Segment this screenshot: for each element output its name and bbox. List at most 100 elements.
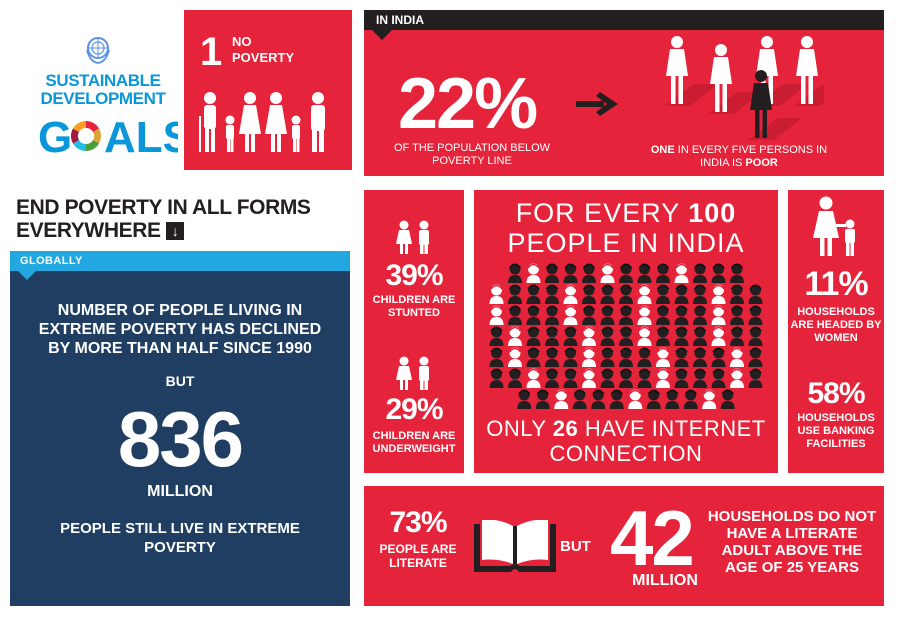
person-icon <box>563 326 578 346</box>
person-icon <box>508 263 522 283</box>
literacy-label: PEOPLE ARE LITERATE <box>379 542 457 570</box>
internet-foot-a: ONLY <box>486 416 553 441</box>
connected-person-icon <box>637 305 652 325</box>
person-icon <box>674 305 689 325</box>
connected-person-icon <box>674 263 689 283</box>
person-icon <box>489 347 504 367</box>
person-icon <box>619 326 633 346</box>
globally-tab: GLOBALLY <box>10 251 350 271</box>
connected-person-icon <box>554 389 569 409</box>
person-icon <box>619 368 633 388</box>
person-icon <box>730 305 744 325</box>
connected-person-icon <box>637 284 652 304</box>
un-emblem-icon <box>86 37 110 64</box>
person-icon <box>794 36 824 106</box>
connected-person-icon <box>526 263 541 283</box>
every-100-head-b: PEOPLE IN INDIA <box>507 228 745 258</box>
person-icon <box>572 389 587 409</box>
person-icon <box>665 389 680 409</box>
connected-person-icon <box>730 347 744 367</box>
women-label: HOUSEHOLDS ARE HEADED BY WOMEN <box>790 306 882 344</box>
connected-person-icon <box>526 368 541 388</box>
person-icon <box>646 389 661 409</box>
person-icon <box>693 347 707 367</box>
person-icon <box>656 284 670 304</box>
person-icon <box>693 263 707 283</box>
extreme-poverty-text: PEOPLE STILL LIVE IN EXTREME POVERTY <box>60 520 300 556</box>
stunted-label: CHILDREN ARE STUNTED <box>372 294 456 319</box>
india-poverty-panel: IN INDIA 22% OF THE POPULATION BELOW POV… <box>364 10 884 176</box>
banking-percent: 58% <box>807 377 865 410</box>
person-icon <box>535 389 550 409</box>
sdg-logo: SUSTAINABLE DEVELOPMENT G ALS <box>28 34 178 164</box>
women-percent: 11% <box>804 265 868 303</box>
person-icon <box>600 368 615 388</box>
every-100-head-num: 100 <box>688 198 737 228</box>
one-in-five-text: IN EVERY FIVE PERSONS IN INDIA IS <box>674 144 828 169</box>
connected-person-icon <box>508 326 522 346</box>
person-icon <box>683 389 698 409</box>
connected-person-icon <box>730 368 744 388</box>
person-icon <box>619 305 633 325</box>
literacy-text: HOUSEHOLDS DO NOT HAVE A LITERATE ADULT … <box>707 508 877 576</box>
section-bar: IN INDIA <box>364 10 884 30</box>
literacy-panel: 73% PEOPLE ARE LITERATE BUT 42 MILLION H… <box>364 486 884 606</box>
person-icon <box>720 389 735 409</box>
one-word: ONE <box>650 144 675 156</box>
literacy-but: BUT <box>560 538 591 555</box>
connected-person-icon <box>656 347 670 367</box>
person-icon <box>517 389 532 409</box>
connected-person-icon <box>711 284 726 304</box>
underweight-percent: 29% <box>385 393 443 426</box>
connected-person-icon <box>600 263 615 283</box>
poor-word: POOR <box>745 157 778 169</box>
children-icon <box>396 220 429 254</box>
person-icon <box>674 368 689 388</box>
connected-person-icon <box>563 305 578 325</box>
person-icon <box>489 368 504 388</box>
literacy-big-number: 42 <box>610 494 695 582</box>
person-icon <box>711 347 726 367</box>
person-icon <box>600 347 615 367</box>
internet-foot-b: HAVE INTERNET CONNECTION <box>549 416 766 466</box>
decline-text: NUMBER OF PEOPLE LIVING IN EXTREME POVER… <box>38 302 322 357</box>
person-icon <box>748 368 763 388</box>
person-icon <box>656 263 670 283</box>
person-icon <box>730 263 744 283</box>
person-icon <box>748 326 763 346</box>
goal-1-tile: 1 NO POVERTY <box>184 10 352 170</box>
person-icon <box>526 284 541 304</box>
person-icon <box>693 368 707 388</box>
person-icon <box>545 347 559 367</box>
internet-footer: ONLY 26 HAVE INTERNET CONNECTION <box>474 416 778 466</box>
connected-person-icon <box>582 368 596 388</box>
down-arrow-icon: ↓ <box>166 222 185 240</box>
person-icon <box>730 326 744 346</box>
person-icon <box>526 305 541 325</box>
connected-person-icon <box>711 305 726 325</box>
person-icon <box>545 326 559 346</box>
person-icon <box>600 305 615 325</box>
person-icon <box>674 284 689 304</box>
person-icon <box>545 305 559 325</box>
poor-person-icon <box>748 70 802 140</box>
connected-person-icon <box>656 368 670 388</box>
logo-goals-wordmark: G ALS <box>38 113 178 160</box>
person-icon <box>711 263 726 283</box>
person-icon <box>545 368 559 388</box>
person-icon <box>656 326 670 346</box>
big-number: 836 <box>117 395 244 483</box>
goal-number: 1 <box>200 30 223 74</box>
globally-panel: GLOBALLY NUMBER OF PEOPLE LIVING IN EXTR… <box>10 251 350 606</box>
connected-person-icon <box>637 326 652 346</box>
person-icon <box>563 368 578 388</box>
connected-person-icon <box>702 389 717 409</box>
million-text: MILLION <box>147 483 213 500</box>
person-icon <box>526 326 541 346</box>
banking-label: HOUSEHOLDS USE BANKING FACILITIES <box>797 412 875 450</box>
section-label: IN INDIA <box>376 13 424 27</box>
connected-person-icon <box>489 284 504 304</box>
person-icon <box>600 284 615 304</box>
person-icon <box>637 263 652 283</box>
connected-person-icon <box>489 305 504 325</box>
